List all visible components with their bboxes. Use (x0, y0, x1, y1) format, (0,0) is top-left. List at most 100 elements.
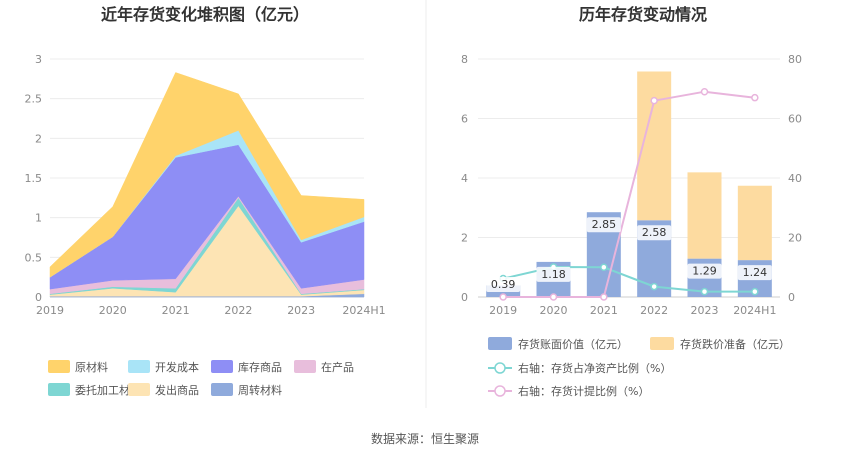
legend-item-右轴存货占净资产比例: 右轴：存货占净资产比例（%） (488, 361, 671, 375)
legend-item-发出商品: 发出商品 (128, 383, 199, 397)
right-left-axis-tick-label: 0 (461, 291, 468, 304)
legend-item-开发成本: 开发成本 (128, 360, 199, 374)
right-x-tick-label: 2023 (691, 304, 719, 317)
legend-label: 在产品 (321, 360, 354, 374)
left-x-tick-label: 2020 (99, 304, 127, 317)
left-y-tick-label: 3 (35, 53, 42, 66)
legend-item-原材料: 原材料 (48, 360, 108, 374)
data-label-text: 1.18 (541, 268, 566, 281)
right-x-tick-label: 2020 (540, 304, 568, 317)
inventory-change-bar-chart: 历年存货变动情况 0.391.182.852.581.29 1.24 024680… (461, 5, 802, 398)
line-point (600, 293, 608, 301)
legend-item-库存商品: 库存商品 (211, 360, 282, 374)
left-x-tick-label: 2023 (287, 304, 315, 317)
legend-label: 委托加工材料 (75, 383, 141, 397)
data-label-text: 1.24 (743, 266, 768, 279)
right-left-axis-tick-label: 4 (461, 172, 468, 185)
line-point (700, 287, 709, 296)
legend-swatch (294, 360, 316, 373)
right-right-axis-tick-label: 80 (788, 53, 802, 66)
legend-label: 周转材料 (238, 383, 282, 397)
right-left-axis-tick-label: 6 (461, 113, 468, 126)
left-x-tick-label: 2019 (36, 304, 64, 317)
line-point (499, 293, 507, 301)
legend-label: 右轴：存货计提比例（%） (518, 384, 649, 398)
legend-label: 库存商品 (238, 360, 282, 374)
legend-item-委托加工材料: 委托加工材料 (48, 383, 141, 397)
legend-item-存货跌价准备亿元: 存货跌价准备（亿元） (650, 337, 790, 351)
legend-item-在产品: 在产品 (294, 360, 354, 374)
legend-swatch (211, 383, 233, 396)
data-label-book-value: 0.39 (486, 277, 521, 292)
left-x-tick-label: 2022 (224, 304, 252, 317)
line-point (650, 282, 658, 291)
legend-label: 原材料 (75, 360, 108, 374)
legend-label: 存货账面价值（亿元） (518, 337, 628, 351)
left-x-tick-label: 2021 (162, 304, 190, 317)
data-label-background (637, 225, 672, 241)
data-label-book-value: 1.29 (687, 263, 722, 279)
data-label-book-value: 1.24 (737, 265, 772, 281)
bar-impairment-provision (737, 185, 772, 261)
legend-label: 存货跌价准备（亿元） (680, 337, 790, 351)
inventory-stacked-area-chart: 近年存货变化堆积图（亿元） 0 0.5 1 1.5 2 2.5 3 2019 2020 2021… (25, 5, 386, 397)
right-right-axis-tick-label: 20 (788, 232, 802, 245)
legend-swatch (211, 360, 233, 373)
data-label-background (486, 277, 521, 292)
left-y-tick-label: 0.5 (25, 251, 43, 264)
data-label-background (536, 266, 571, 282)
left-y-tick-label: 2 (35, 132, 42, 145)
legend-marker (494, 362, 506, 374)
legend-swatch (128, 383, 150, 396)
right-right-axis-tick-label: 40 (788, 172, 802, 185)
line-point (751, 287, 759, 296)
data-label-book-value: 2.85 (586, 217, 621, 233)
legend-label: 开发成本 (155, 360, 199, 374)
legend-label: 右轴：存货占净资产比例（%） (518, 361, 671, 375)
right-x-tick-label: 2019 (489, 304, 517, 317)
legend-swatch (48, 360, 70, 373)
data-label-background (687, 263, 722, 279)
left-y-tick-label: 1.5 (25, 172, 43, 185)
line-point (650, 96, 658, 105)
data-label-background (586, 217, 621, 233)
data-label-text: 0.39 (491, 278, 516, 291)
left-chart-title: 近年存货变化堆积图（亿元） (101, 5, 309, 24)
right-left-axis-tick-label: 2 (461, 232, 468, 245)
legend-swatch (48, 383, 70, 396)
left-y-tick-label: 0 (35, 291, 42, 304)
legend-label: 发出商品 (155, 383, 199, 397)
left-y-tick-label: 1 (35, 212, 42, 225)
legend-item-右轴存货计提比例: 右轴：存货计提比例（%） (488, 384, 649, 398)
legend-swatch (128, 360, 150, 373)
legend-swatch (488, 337, 512, 350)
right-right-axis-tick-label: 0 (788, 291, 795, 304)
right-chart-title: 历年存货变动情况 (579, 5, 707, 24)
line-point (600, 263, 608, 271)
right-x-tick-label: 2024H1 (733, 304, 776, 317)
left-x-tick-label: 2024H1 (342, 304, 385, 317)
legend-swatch (650, 337, 674, 350)
bar-impairment-provision (687, 172, 722, 259)
left-y-tick-label: 2.5 (25, 93, 43, 106)
data-label-text: 2.58 (642, 226, 667, 239)
line-point (549, 293, 558, 301)
data-source-note: 数据来源：恒生聚源 (371, 431, 479, 446)
right-right-axis-tick-label: 60 (788, 113, 802, 126)
line-point (700, 87, 709, 96)
data-label-book-value: 1.18 (536, 266, 571, 282)
data-label-text: 1.29 (692, 265, 717, 278)
data-label-book-value: 2.58 (637, 225, 672, 241)
legend-item-存货账面价值亿元: 存货账面价值（亿元） (488, 337, 628, 351)
right-x-tick-label: 2022 (640, 304, 668, 317)
line-point (751, 93, 759, 102)
data-label-text: 2.85 (592, 218, 617, 231)
line-series-右轴存货计提比例 (503, 90, 755, 298)
right-left-axis-tick-label: 8 (461, 53, 468, 66)
legend-marker (494, 385, 506, 397)
right-x-tick-label: 2021 (590, 304, 618, 317)
legend-item-周转材料: 周转材料 (211, 383, 282, 397)
area-series-原材料 (49, 72, 365, 278)
data-label-background (737, 265, 772, 281)
